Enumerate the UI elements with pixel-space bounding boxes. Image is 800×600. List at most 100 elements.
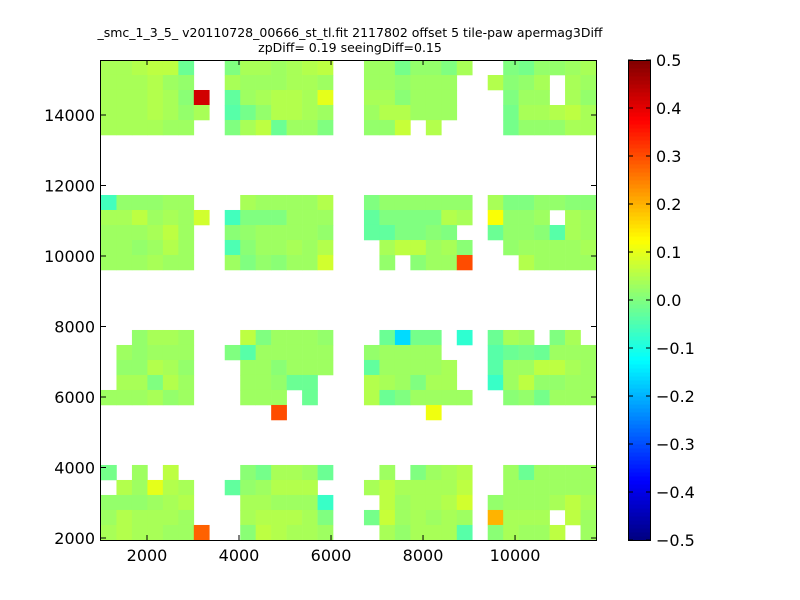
heatmap-cell <box>302 74 318 91</box>
heatmap-cell <box>147 509 164 526</box>
heatmap-cell <box>286 209 303 226</box>
colorbar-segment <box>628 524 651 529</box>
heatmap-cell <box>317 194 334 211</box>
chart-subtitle: zpDiff= 0.19 seeingDiff=0.15 <box>258 40 442 55</box>
heatmap-cell <box>565 344 581 361</box>
heatmap-cell <box>410 494 427 511</box>
heatmap-cell <box>131 479 148 496</box>
heatmap-cell <box>271 329 287 346</box>
heatmap-cell <box>456 479 473 496</box>
heatmap-cell <box>162 359 179 376</box>
heatmap-cell <box>410 239 427 256</box>
heatmap-cell <box>518 344 535 361</box>
colorbar-segment <box>628 512 651 517</box>
y-tick-label: 14000 <box>44 106 95 125</box>
heatmap-cell <box>534 119 550 136</box>
heatmap-cell <box>363 119 380 136</box>
heatmap-cell <box>487 494 504 511</box>
heatmap-cell <box>286 194 303 211</box>
colorbar-segment <box>628 220 651 225</box>
heatmap-cell <box>286 239 303 256</box>
heatmap-cell <box>580 209 597 226</box>
heatmap-cell <box>425 374 442 391</box>
heatmap-cell <box>147 344 164 361</box>
heatmap-cell <box>534 464 550 481</box>
colorbar-segment <box>628 248 651 253</box>
colorbar-segment <box>628 308 651 313</box>
heatmap-cell <box>116 494 133 511</box>
heatmap-cell <box>240 524 256 541</box>
heatmap-cell <box>565 509 581 526</box>
heatmap-cell <box>394 374 411 391</box>
heatmap-cell <box>487 224 504 241</box>
heatmap-cell <box>394 524 411 541</box>
heatmap-cell <box>410 374 427 391</box>
heatmap-cell <box>549 194 566 211</box>
heatmap-cell <box>394 209 411 226</box>
heatmap-cell <box>394 74 411 91</box>
heatmap-cell <box>240 479 256 496</box>
heatmap-cell <box>379 224 396 241</box>
colorbar-segment <box>628 376 651 381</box>
heatmap-cell <box>565 254 581 271</box>
colorbar-segment <box>628 136 651 141</box>
colorbar-segment <box>628 356 651 361</box>
colorbar-segment <box>628 72 651 77</box>
heatmap-cell <box>503 60 519 76</box>
heatmap-cell <box>549 254 566 271</box>
heatmap-cell <box>580 389 597 406</box>
heatmap-cell <box>178 329 195 346</box>
colorbar-segment <box>628 380 651 385</box>
heatmap-cell <box>255 329 272 346</box>
x-tick-label: 2000 <box>127 546 168 565</box>
colorbar-tick-label: 0.4 <box>656 99 681 118</box>
colorbar-segment <box>628 280 651 285</box>
colorbar-segment <box>628 392 651 397</box>
colorbar-segment <box>628 68 651 73</box>
heatmap-cell <box>317 254 334 271</box>
heatmap-cell <box>549 479 566 496</box>
heatmap-cell <box>240 224 256 241</box>
heatmap-cell <box>178 254 195 271</box>
heatmap-cell <box>549 224 566 241</box>
heatmap-cell <box>549 239 566 256</box>
colorbar-segment <box>628 328 651 333</box>
heatmap-cell <box>425 344 442 361</box>
colorbar-segment <box>628 240 651 245</box>
heatmap-cell <box>410 224 427 241</box>
heatmap-cell <box>565 89 581 106</box>
heatmap-cell <box>534 374 550 391</box>
heatmap-cell <box>518 389 535 406</box>
heatmap-cell <box>394 359 411 376</box>
colorbar-segment <box>628 104 651 109</box>
colorbar-tick-label: −0.1 <box>656 339 695 358</box>
heatmap-cell <box>379 359 396 376</box>
colorbar-tick-label: −0.4 <box>656 483 695 502</box>
colorbar-segment <box>628 300 651 305</box>
heatmap-cell <box>410 344 427 361</box>
heatmap-cell <box>317 524 334 541</box>
heatmap-cell <box>565 209 581 226</box>
colorbar-tick-label: 0.1 <box>656 243 681 262</box>
heatmap-cell <box>518 239 535 256</box>
heatmap-cell <box>580 104 597 121</box>
heatmap-cell <box>410 464 427 481</box>
heatmap-cell <box>286 479 303 496</box>
colorbar-segment <box>628 504 651 509</box>
heatmap-cell <box>162 389 179 406</box>
colorbar-segment <box>628 432 651 437</box>
heatmap-cell <box>193 209 210 226</box>
heatmap-cell <box>518 224 535 241</box>
colorbar-segment <box>628 396 651 401</box>
heatmap-cell <box>131 209 148 226</box>
heatmap-cell <box>271 404 287 421</box>
heatmap-cell <box>101 494 117 511</box>
heatmap-cell <box>116 344 133 361</box>
heatmap-cell <box>379 254 396 271</box>
heatmap-cell <box>255 89 272 106</box>
heatmap-cell <box>580 359 597 376</box>
heatmap-cell <box>518 254 535 271</box>
heatmap-cell <box>162 464 179 481</box>
heatmap-cell <box>302 509 318 526</box>
